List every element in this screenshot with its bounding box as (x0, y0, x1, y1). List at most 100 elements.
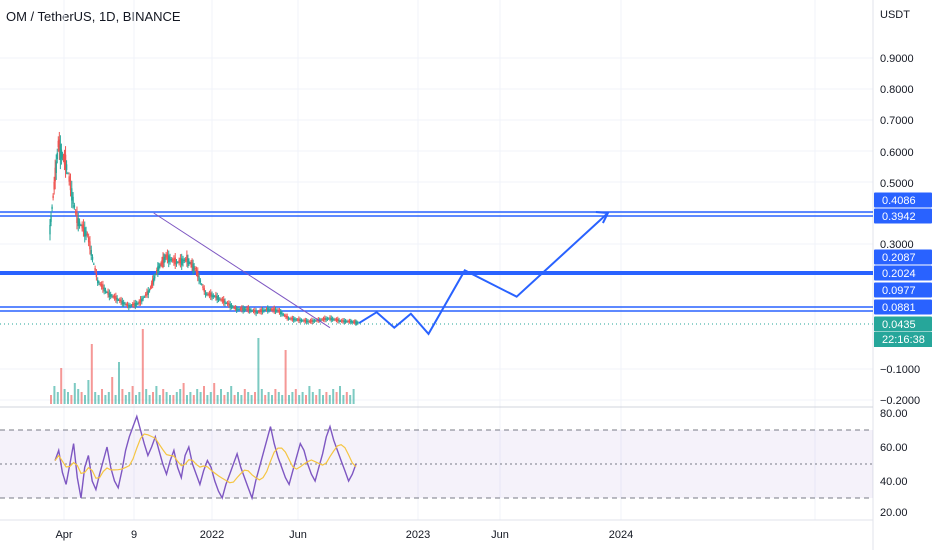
candle-body (267, 307, 269, 311)
candle-body (308, 321, 310, 323)
volume-bar (101, 389, 103, 404)
volume-bar (288, 395, 290, 404)
volume-bar (189, 392, 192, 404)
candle-body (283, 315, 286, 317)
price-badge (874, 265, 932, 281)
candle-body (177, 262, 179, 264)
candle-body (81, 224, 83, 229)
candle-body (128, 305, 130, 308)
candle-body (272, 308, 274, 311)
price-badge-label: 0.0435 (882, 319, 916, 331)
price-tick-label: 0.8000 (880, 84, 914, 96)
candle-body (108, 292, 111, 297)
volume-bar (257, 338, 260, 404)
candle-body (73, 205, 76, 208)
candle-body (286, 315, 288, 319)
candle-body (285, 315, 287, 317)
candle-body (122, 302, 125, 305)
candle-body (352, 321, 354, 323)
candle-body (342, 320, 344, 322)
projection-arrowhead (595, 211, 610, 224)
volume-bar (247, 392, 250, 404)
candle-body (206, 293, 208, 295)
rsi-line (54, 414, 357, 501)
candle-body (260, 309, 262, 313)
volume-bar (264, 395, 267, 404)
candle-body (298, 318, 300, 321)
candle-body (97, 280, 99, 284)
candle-body (180, 258, 183, 266)
candle-body (234, 307, 237, 310)
volume-bar (223, 395, 226, 404)
volume-bar (325, 392, 328, 404)
price-badge-label: 0.0977 (882, 285, 916, 297)
candle-body (307, 320, 309, 323)
volume-bar (328, 395, 331, 404)
volume-bar (131, 386, 134, 404)
candle-body (325, 318, 327, 321)
candle-body (178, 260, 180, 263)
candle-body (278, 310, 281, 313)
trendline (153, 212, 331, 329)
candle-body (62, 156, 65, 160)
candle-body (237, 308, 239, 310)
candle-body (193, 266, 195, 270)
volume-bar (114, 395, 117, 404)
candle-body (174, 257, 176, 265)
volume-bar (318, 389, 321, 404)
volume-bar (182, 383, 185, 404)
volume-bar (243, 389, 246, 404)
candle-body (302, 320, 304, 322)
candle-body (309, 320, 312, 322)
volume-bar (169, 395, 171, 404)
candle-body (347, 321, 349, 323)
candle-body (247, 307, 250, 311)
candle-body (274, 309, 277, 312)
volume-bar (165, 392, 168, 404)
candle-body (229, 303, 231, 308)
candle-body (139, 299, 142, 303)
volume-bar (84, 395, 86, 404)
volume-bar (294, 389, 297, 404)
candle-body (63, 155, 66, 165)
volume-bar (192, 395, 195, 404)
candle-body (99, 283, 101, 285)
candle-body (194, 268, 196, 270)
volume-bar (345, 392, 348, 404)
candle-body (235, 308, 238, 311)
candle-body (225, 302, 227, 304)
candle-body (147, 290, 149, 295)
candle-body (239, 308, 242, 310)
candle-body (93, 263, 95, 265)
candle-body (220, 299, 222, 301)
candle-body (318, 319, 321, 321)
candle-body (151, 279, 154, 285)
candle-body (204, 292, 207, 296)
candle-body (316, 319, 318, 321)
candle-body (74, 211, 77, 214)
candle-body (191, 262, 193, 268)
volume-bar (322, 395, 324, 404)
candle-body (296, 319, 299, 321)
candle-body (340, 320, 343, 322)
candle-body (135, 302, 138, 305)
candle-body (246, 307, 248, 310)
candle-body (52, 195, 54, 199)
price-tick-label: −0.2000 (880, 395, 920, 407)
volume-bar (271, 395, 273, 404)
candle-body (171, 259, 174, 261)
candle-body (160, 263, 162, 265)
candle-body (224, 301, 226, 304)
volume-bar (254, 392, 256, 404)
volume-bar (111, 377, 114, 404)
rsi-tick-label: 60.00 (880, 442, 908, 454)
volume-bar (155, 386, 158, 404)
candle-body (353, 321, 355, 323)
candle-body (211, 294, 213, 298)
price-tick-label: 0.3000 (880, 239, 914, 251)
candle-body (198, 276, 200, 281)
volume-bar (206, 395, 209, 404)
candle-body (163, 257, 165, 263)
volume-bar (70, 395, 73, 404)
